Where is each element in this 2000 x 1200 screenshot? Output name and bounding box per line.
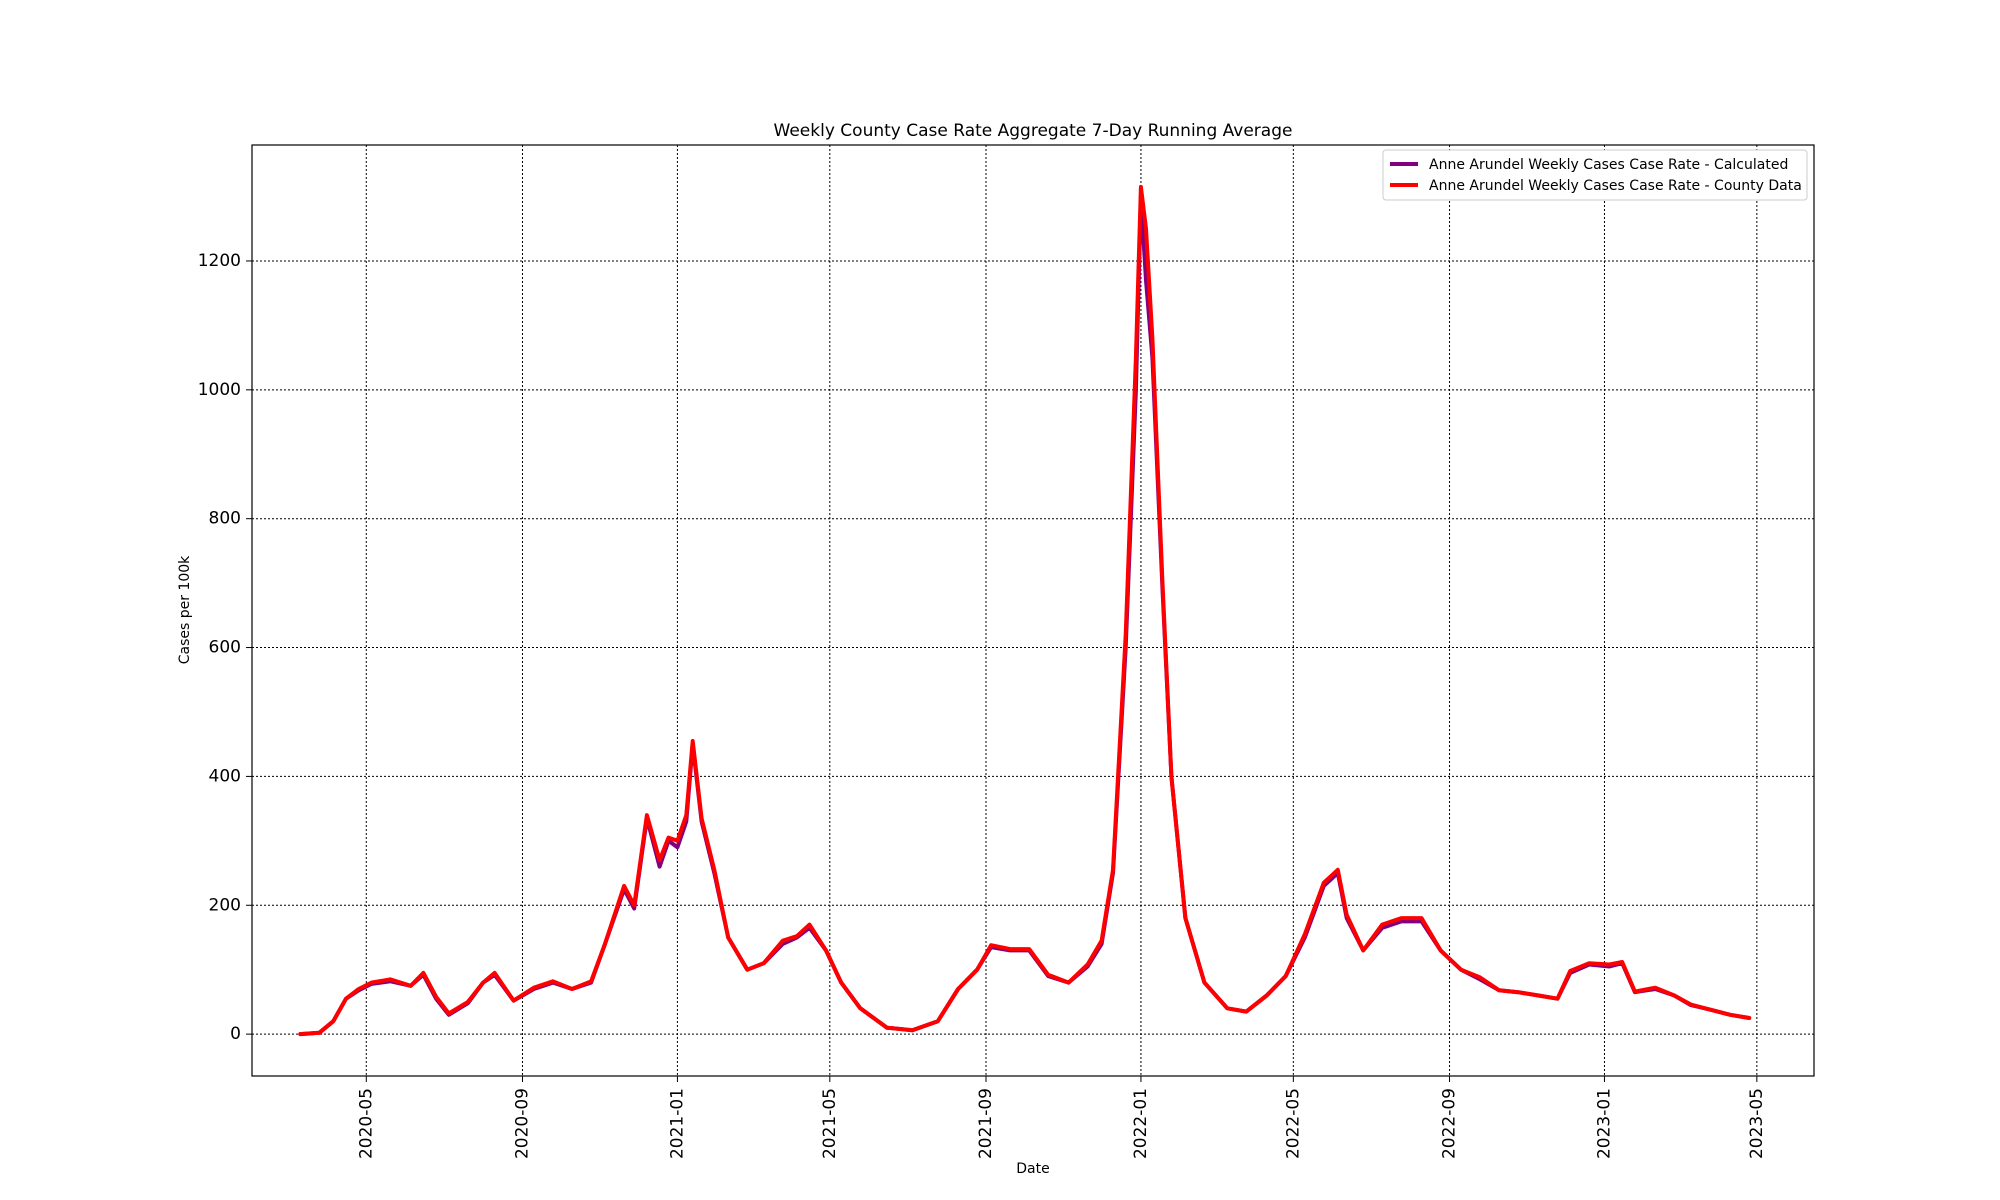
y-tick-label: 1200: [198, 251, 241, 271]
y-tick-label: 800: [209, 509, 241, 529]
y-tick-label: 200: [209, 895, 241, 915]
x-tick-label: 2020-09: [512, 1088, 532, 1159]
y-axis-label: Cases per 100k: [177, 555, 193, 664]
x-axis-label: Date: [1016, 1161, 1049, 1177]
series-line-county-data: [298, 184, 1752, 1037]
y-tick-label: 1000: [198, 380, 241, 400]
x-tick-label: 2022-09: [1440, 1088, 1460, 1159]
grid: [252, 145, 1814, 1076]
chart-title: Weekly County Case Rate Aggregate 7-Day …: [774, 121, 1293, 141]
x-tick-label: 2020-05: [356, 1088, 376, 1159]
x-axis-ticks: 2020-05 2020-09 2021-01 2021-05 2021-09 2022-…: [356, 1076, 1767, 1159]
series-lines: [298, 184, 1752, 1037]
legend-label-calculated: Anne Arundel Weekly Cases Case Rate - Ca…: [1429, 157, 1788, 173]
x-tick-label: 2023-01: [1594, 1088, 1614, 1159]
y-tick-label: 400: [209, 766, 241, 786]
x-tick-label: 2021-01: [667, 1088, 687, 1159]
x-tick-label: 2022-01: [1131, 1088, 1151, 1159]
legend-box: [1382, 149, 1808, 201]
y-tick-label: 600: [209, 638, 241, 658]
y-tick-label: 0: [230, 1024, 241, 1044]
plot-frame: [251, 144, 1815, 1077]
y-axis-ticks: 0 200 400 600 800 1000 1200: [198, 251, 252, 1044]
legend: Anne Arundel Weekly Cases Case Rate - Ca…: [1382, 149, 1808, 201]
x-tick-label: 2023-05: [1747, 1088, 1767, 1159]
x-tick-label: 2021-09: [976, 1088, 996, 1159]
legend-label-county-data: Anne Arundel Weekly Cases Case Rate - Co…: [1429, 178, 1802, 194]
x-tick-label: 2021-05: [820, 1088, 840, 1159]
x-tick-label: 2022-05: [1283, 1088, 1303, 1159]
